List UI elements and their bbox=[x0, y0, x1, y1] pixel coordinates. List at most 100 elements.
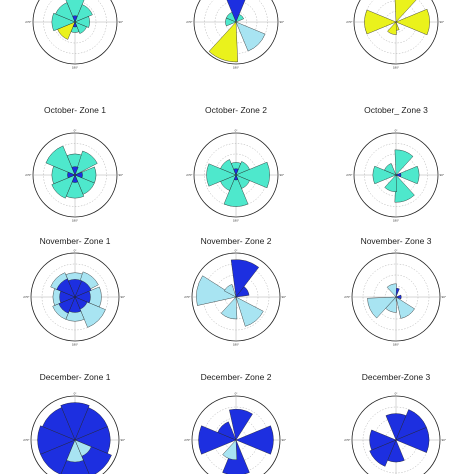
chart-title: October- Zone 2 bbox=[205, 105, 267, 115]
direction-label-north: 0° bbox=[395, 392, 399, 396]
rose-wedge bbox=[235, 296, 264, 327]
rose-wedge bbox=[74, 290, 91, 304]
direction-label-west: 270° bbox=[346, 20, 353, 24]
rose-wedge bbox=[386, 283, 397, 298]
rose-wedge bbox=[206, 163, 237, 187]
rose-wedge bbox=[387, 21, 397, 35]
rose-chart-8: November- Zone 2 0° 90° 180° 270° bbox=[184, 236, 287, 347]
rose-wedge bbox=[395, 172, 402, 178]
direction-label-south: 180° bbox=[72, 343, 79, 347]
rose-wedge bbox=[235, 21, 266, 52]
chart-title: December- Zone 2 bbox=[201, 372, 272, 382]
direction-label-north: 0° bbox=[235, 129, 239, 133]
chart-title: October_ Zone 3 bbox=[364, 105, 428, 115]
direction-label-south: 180° bbox=[233, 343, 240, 347]
rose-chart-3: 0°90°180°270° bbox=[346, 0, 445, 70]
rose-wedge bbox=[367, 296, 397, 319]
rose-wedge bbox=[364, 9, 397, 35]
rose-chart-1: 0°90°180°270° bbox=[25, 0, 124, 70]
direction-label-east: 90° bbox=[442, 295, 447, 299]
direction-label-east: 90° bbox=[282, 438, 287, 442]
direction-label-south: 180° bbox=[233, 66, 240, 70]
rose-chart-11: December- Zone 20°90°180°270° bbox=[184, 372, 287, 474]
chart-title: December-Zone 3 bbox=[362, 372, 431, 382]
rose-wedge bbox=[369, 439, 397, 467]
direction-label-north: 0° bbox=[74, 392, 78, 396]
rose-wedge bbox=[230, 259, 260, 298]
rose-wedge bbox=[395, 165, 420, 185]
rose-wedge bbox=[58, 296, 76, 314]
direction-label-south: 180° bbox=[393, 66, 400, 70]
direction-label-south: 180° bbox=[233, 219, 240, 223]
direction-label-west: 270° bbox=[25, 20, 32, 24]
direction-label-north: 0° bbox=[235, 249, 239, 253]
direction-label-west: 270° bbox=[344, 295, 351, 299]
direction-label-west: 270° bbox=[25, 173, 32, 177]
direction-label-east: 90° bbox=[282, 295, 287, 299]
rose-wedge bbox=[74, 4, 93, 23]
rose-wedge bbox=[51, 174, 76, 199]
rose-wedge bbox=[74, 280, 92, 298]
rose-wedge bbox=[384, 174, 397, 192]
chart-title: November- Zone 3 bbox=[361, 236, 432, 246]
rose-wedge bbox=[74, 171, 83, 179]
direction-label-south: 180° bbox=[393, 219, 400, 223]
rose-wedge bbox=[235, 425, 274, 455]
rose-wedge bbox=[235, 286, 250, 298]
direction-label-west: 270° bbox=[186, 20, 193, 24]
rose-wedge bbox=[222, 439, 238, 460]
rose-wedge bbox=[395, 296, 415, 319]
rose-wedge bbox=[394, 0, 417, 23]
rose-wedge bbox=[394, 174, 415, 203]
direction-label-east: 90° bbox=[440, 20, 445, 24]
rose-wedge bbox=[229, 409, 253, 441]
rose-wedge bbox=[395, 427, 430, 453]
chart-title: December- Zone 1 bbox=[40, 372, 111, 382]
direction-label-east: 90° bbox=[280, 20, 285, 24]
rose-wedge bbox=[220, 296, 238, 320]
rose-wedge bbox=[55, 2, 76, 23]
direction-label-west: 270° bbox=[184, 295, 191, 299]
rose-wedge bbox=[66, 439, 84, 463]
direction-label-south: 180° bbox=[72, 66, 79, 70]
direction-label-east: 90° bbox=[280, 173, 285, 177]
direction-label-south: 180° bbox=[393, 343, 400, 347]
rose-wedge bbox=[71, 166, 79, 176]
rose-wedge bbox=[217, 421, 237, 441]
rose-wedge bbox=[235, 161, 270, 189]
chart-title: November- Zone 1 bbox=[40, 236, 111, 246]
direction-label-north: 0° bbox=[74, 129, 78, 133]
chart-title: November- Zone 2 bbox=[201, 236, 272, 246]
rose-wedge bbox=[369, 429, 397, 451]
rose-wedge bbox=[60, 402, 90, 441]
rose-wedge bbox=[233, 174, 239, 181]
rose-chart-2: 0°90°180°270° bbox=[186, 0, 285, 70]
rose-wedge bbox=[74, 21, 87, 34]
rose-wedge bbox=[51, 12, 76, 32]
direction-label-east: 90° bbox=[121, 295, 126, 299]
rose-wedge bbox=[395, 8, 430, 36]
rose-wedge bbox=[220, 159, 237, 176]
rose-wedge bbox=[71, 174, 79, 183]
direction-label-north: 0° bbox=[395, 249, 399, 253]
rose-wedge bbox=[72, 15, 78, 23]
rose-wedge bbox=[224, 284, 237, 298]
rose-wedge bbox=[74, 150, 98, 176]
rose-wedge bbox=[42, 407, 76, 441]
rose-chart-6: October_ Zone 3 0° 90° 180° 270° bbox=[346, 105, 445, 223]
rose-wedge bbox=[37, 425, 76, 455]
rose-wedge bbox=[56, 278, 76, 298]
rose-wedge bbox=[223, 174, 249, 207]
rose-wedge bbox=[72, 21, 78, 28]
rose-wedge bbox=[394, 149, 414, 176]
direction-label-east: 90° bbox=[440, 173, 445, 177]
direction-label-north: 0° bbox=[395, 129, 399, 133]
rose-wedge bbox=[74, 439, 92, 457]
direction-label-west: 270° bbox=[346, 173, 353, 177]
rose-chart-7: November- Zone 1 0° 90° 180° 270° bbox=[23, 236, 126, 347]
rose-wedge bbox=[226, 12, 237, 23]
rose-wedge bbox=[198, 425, 237, 455]
rose-wedge bbox=[74, 16, 90, 28]
rose-chart-12: December-Zone 30°90°180°270° bbox=[344, 372, 447, 474]
